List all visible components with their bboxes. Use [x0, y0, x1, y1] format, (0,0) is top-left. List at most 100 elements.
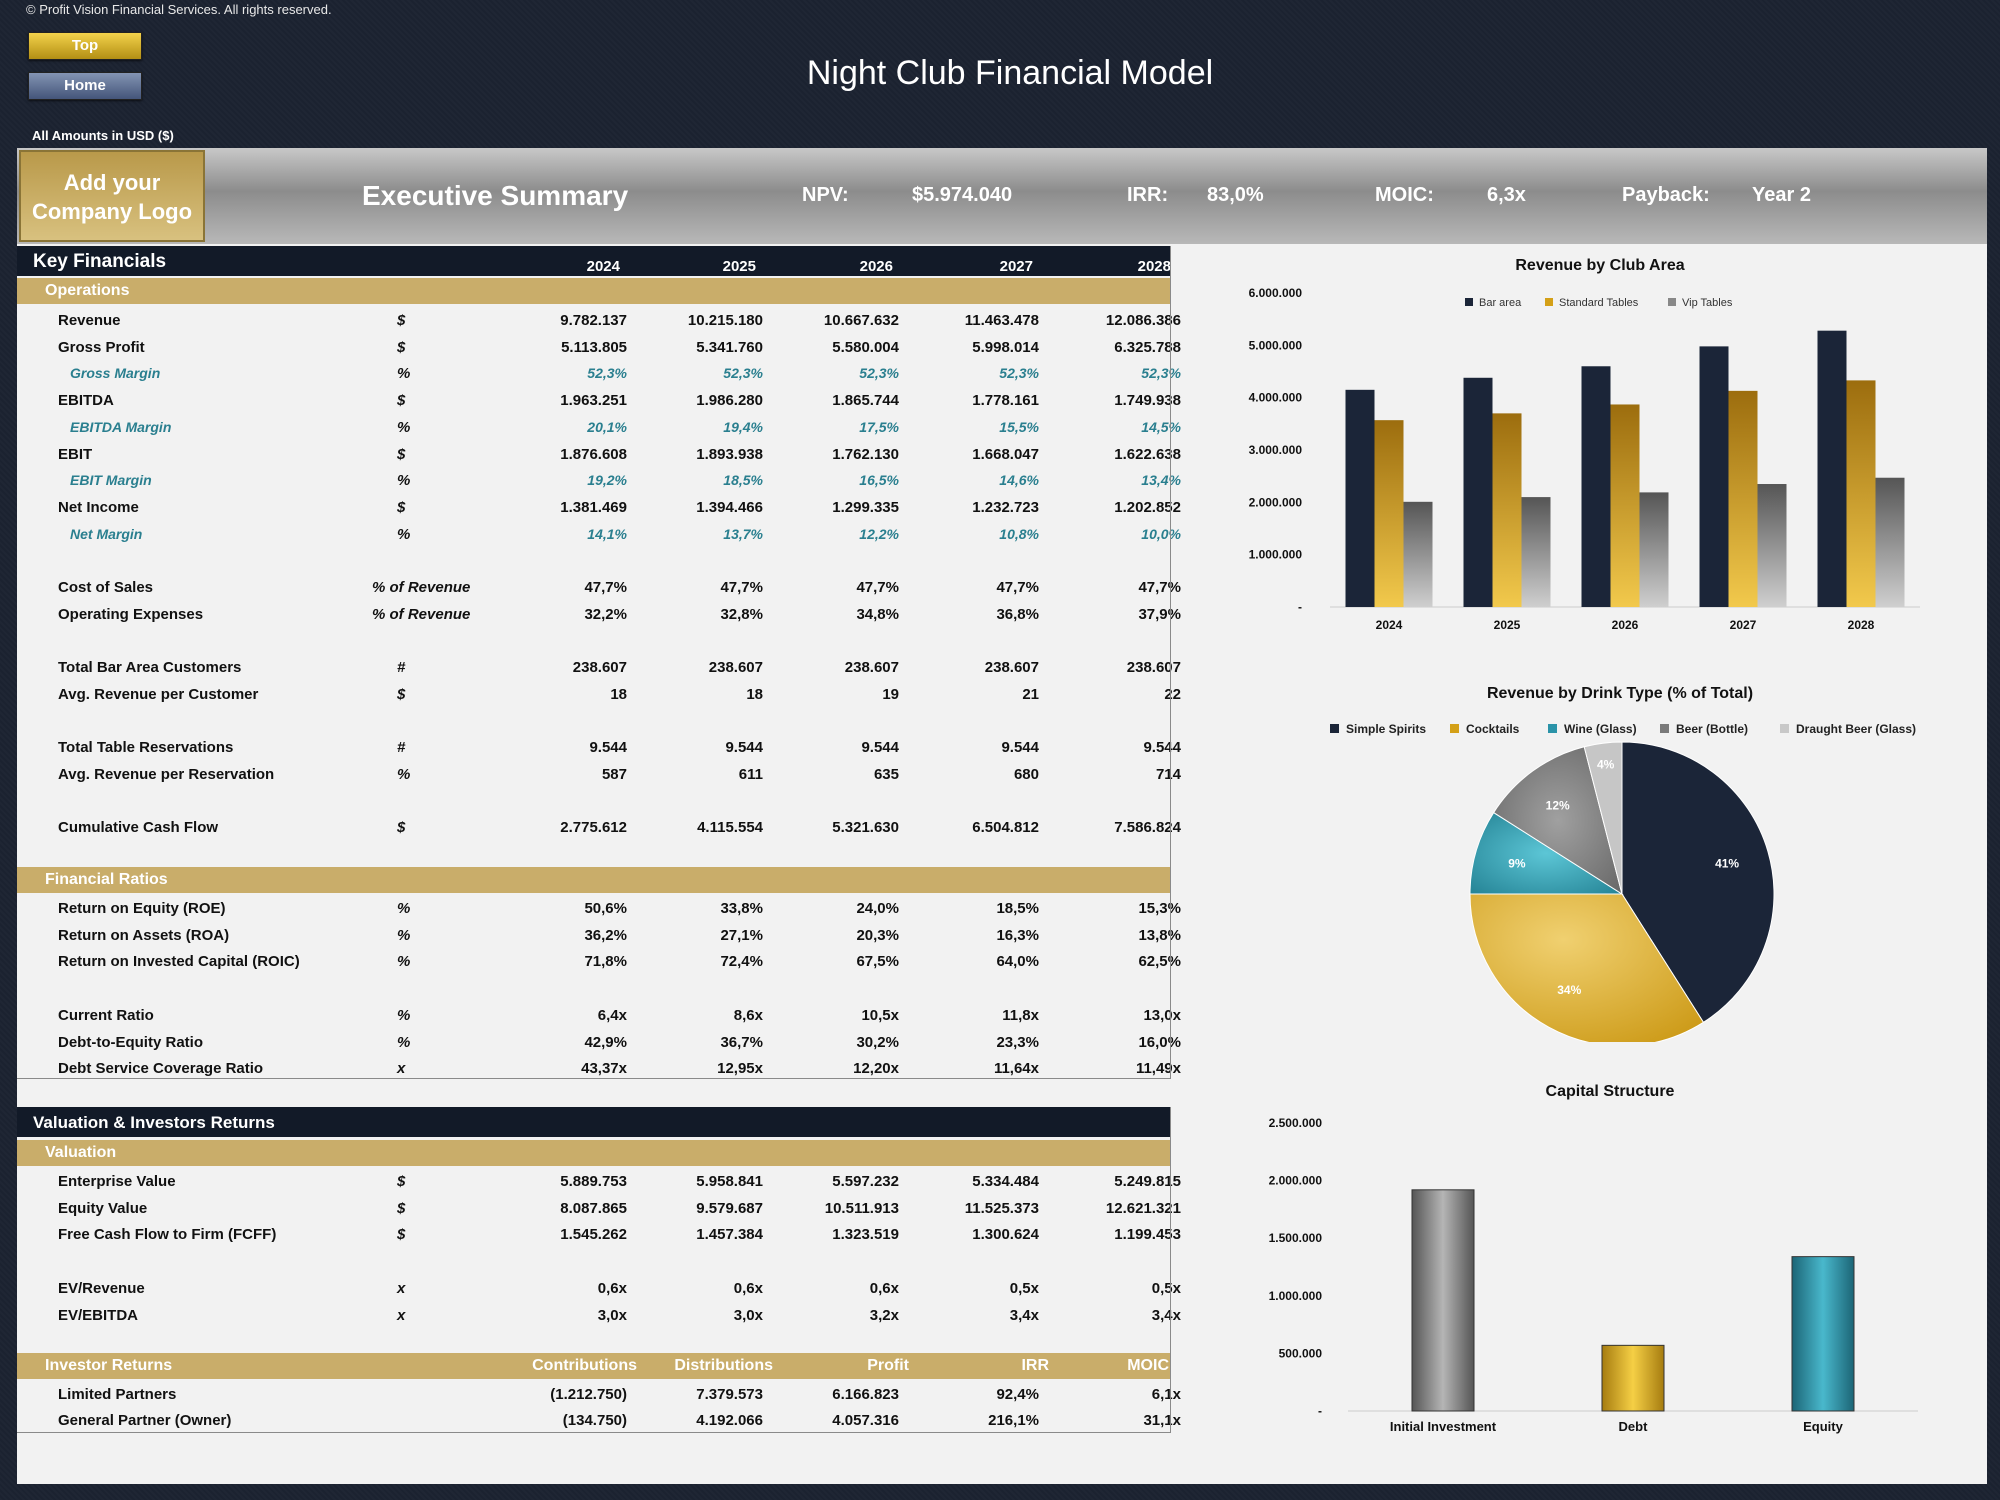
y-tick-label: -: [1298, 600, 1302, 614]
year-header: 2025: [722, 258, 756, 275]
bar: [1610, 404, 1640, 607]
row-label: Cumulative Cash Flow: [58, 819, 219, 837]
cell-value: 14,6%: [999, 472, 1039, 489]
top-button[interactable]: Top: [28, 32, 142, 60]
row-unit: %: [397, 765, 411, 783]
y-tick-label: 2.000.000: [1249, 495, 1303, 509]
legend-swatch: [1545, 298, 1553, 306]
table-row: EV/EBITDA x 3,0x 3,0x 3,2x 3,4x 3,4x: [17, 1303, 1181, 1329]
row-label: Gross Margin: [70, 365, 161, 382]
cell-value: 1.394.466: [696, 498, 763, 516]
cell-value: 5.249.815: [1114, 1173, 1181, 1190]
cell-value: 71,8%: [584, 953, 627, 971]
home-button[interactable]: Home: [28, 72, 142, 100]
cell-value: 1.323.519: [832, 1226, 899, 1244]
npv-label: NPV:: [802, 184, 849, 206]
cell-value: 42,9%: [584, 1033, 627, 1051]
cell-value: 13,8%: [1138, 926, 1181, 944]
row-unit: $: [397, 1226, 406, 1244]
chart2-title: Revenue by Drink Type (% of Total): [1486, 685, 1754, 702]
row-label: Revenue: [58, 312, 121, 329]
investor-returns-band: Investor Returns Contributions Distribut…: [17, 1353, 1171, 1379]
cell-value: 9.544: [861, 739, 899, 757]
table-row: Net Margin% 14,1% 13,7% 12,2% 10,8% 10,0%: [17, 522, 1181, 548]
cell-value: 10.667.632: [823, 312, 899, 329]
cell-value: 238.607: [1126, 659, 1181, 677]
chart1-title: Revenue by Club Area: [1515, 257, 1685, 274]
row-label: Total Table Reservations: [58, 739, 234, 757]
row-unit: $: [397, 445, 406, 463]
table-row: Total Bar Area Customers #238.607 238.607 2…: [17, 655, 1181, 681]
cell-value: 1.893.938: [696, 445, 763, 463]
table-row: Total Table Reservations #9.544 9.544 9.544…: [17, 735, 1181, 761]
valuation-band: Valuation: [17, 1140, 1171, 1166]
pie-data-label: 9%: [1508, 856, 1526, 870]
bar: [1757, 484, 1787, 607]
cell-value: 13,4%: [1141, 472, 1181, 489]
table-row: [17, 789, 1171, 815]
company-logo-placeholder[interactable]: Add your Company Logo: [19, 150, 205, 242]
legend-label: Standard Tables: [1559, 297, 1639, 309]
cell-value: 33,8%: [720, 900, 763, 917]
cell-value: 4.115.554: [697, 819, 763, 837]
table-row: [17, 976, 1171, 1002]
bar: [1463, 377, 1493, 607]
executive-summary-title: Executive Summary: [362, 180, 629, 211]
legend-label: Draught Beer (Glass): [1796, 722, 1916, 736]
cell-value: 52,3%: [1141, 365, 1181, 382]
cell-value: 12,2%: [859, 525, 899, 542]
legend-label: Beer (Bottle): [1676, 722, 1748, 736]
cell-value: 50,6%: [584, 900, 627, 917]
row-label: Enterprise Value: [58, 1173, 176, 1190]
cell-value: 1.457.384: [696, 1226, 763, 1244]
pie-data-label: 12%: [1546, 798, 1570, 812]
cell-value: 5.334.484: [972, 1173, 1039, 1190]
table-row: Debt Service Coverage Ratio x 43,37x 12,95x…: [17, 1056, 1181, 1082]
cell-value: 36,8%: [996, 605, 1039, 623]
cell-value: 11.463.478: [964, 312, 1039, 329]
table-row: Cumulative Cash Flow $2.775.612 4.115.554 5…: [17, 815, 1181, 841]
table-row: [17, 709, 1171, 735]
row-label: Debt Service Coverage Ratio: [58, 1060, 264, 1078]
cell-value: 43,37x: [581, 1060, 627, 1078]
cell-value: 62,5%: [1138, 953, 1181, 971]
x-tick-label: Equity: [1803, 1419, 1843, 1434]
cell-value: 9.544: [589, 739, 627, 757]
row-label: Return on Equity (ROE): [58, 900, 226, 917]
table-row: Gross Margin% 52,3% 52,3% 52,3% 52,3% 52,3%: [17, 361, 1181, 387]
row-label: Gross Profit: [58, 338, 145, 356]
table-row: Operating Expenses % of Revenue 32,2% 32,8%…: [17, 602, 1181, 628]
legend-label: Simple Spirits: [1346, 722, 1426, 736]
legend-swatch: [1330, 724, 1339, 733]
valuation-section-title: Valuation & Investors Returns: [33, 1113, 275, 1132]
cell-value: 16,0%: [1138, 1033, 1181, 1051]
currency-note: All Amounts in USD ($): [32, 128, 174, 143]
cell-value: 3,4x: [1009, 1306, 1039, 1324]
table-row: EBIT Margin% 19,2% 18,5% 16,5% 14,6% 13,4%: [17, 468, 1181, 494]
pie-data-label: 4%: [1597, 757, 1615, 771]
year-header: 2028: [1137, 258, 1171, 275]
x-tick-label: 2027: [1730, 618, 1757, 632]
financial-ratios-label: Financial Ratios: [45, 871, 168, 888]
cell-value: 1.299.335: [832, 498, 899, 516]
cell-value: 21: [1022, 685, 1039, 703]
bar: [1601, 1344, 1665, 1412]
cell-value: 0,5x: [1009, 1279, 1039, 1297]
legend-label: Cocktails: [1466, 722, 1520, 736]
pie-slice: [1583, 741, 1623, 895]
table-row: Free Cash Flow to Firm (FCFF) $1.545.262 1…: [17, 1222, 1181, 1248]
cell-value: 680: [1013, 765, 1039, 783]
cell-value: 22: [1164, 685, 1181, 703]
cell-value: 9.782.137: [560, 312, 627, 329]
cell-value: 32,2%: [584, 605, 627, 623]
cell-value: 18,5%: [723, 472, 763, 489]
year-header: 2026: [859, 258, 893, 275]
row-label: Operating Expenses: [58, 605, 204, 623]
cell-value: 11,8x: [1002, 1006, 1039, 1024]
cell-value: 4.057.316: [832, 1412, 899, 1429]
cell-value: 1.668.047: [972, 445, 1039, 463]
cell-value: 7.379.573: [696, 1386, 763, 1403]
legend-swatch: [1465, 298, 1473, 306]
row-label: Equity Value: [58, 1199, 148, 1217]
cell-value: 6,1x: [1151, 1386, 1181, 1403]
